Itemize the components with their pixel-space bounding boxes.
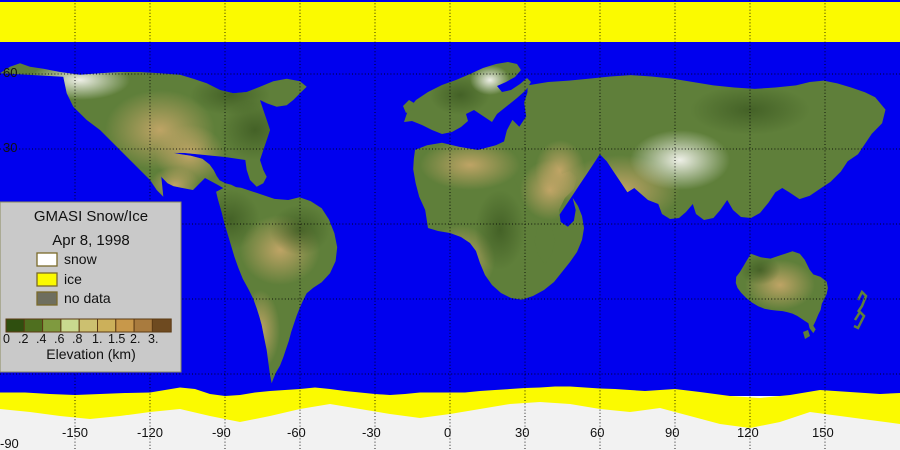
svg-text:60: 60 — [590, 425, 604, 440]
svg-text:no data: no data — [64, 290, 111, 306]
svg-text:GMASI Snow/Ice: GMASI Snow/Ice — [34, 208, 148, 225]
svg-text:60: 60 — [3, 65, 17, 80]
svg-text:-90: -90 — [0, 436, 19, 450]
svg-text:90: 90 — [665, 425, 679, 440]
svg-text:.6: .6 — [54, 332, 64, 346]
svg-text:.2: .2 — [18, 332, 28, 346]
svg-text:.8: .8 — [72, 332, 82, 346]
svg-text:1.: 1. — [92, 332, 102, 346]
svg-text:1.5: 1.5 — [108, 332, 125, 346]
svg-text:3.: 3. — [148, 332, 158, 346]
svg-text:120: 120 — [737, 425, 759, 440]
svg-text:30: 30 — [515, 425, 529, 440]
svg-text:-30: -30 — [362, 425, 381, 440]
svg-text:Elevation (km): Elevation (km) — [46, 346, 135, 362]
svg-text:-150: -150 — [62, 425, 88, 440]
svg-text:-120: -120 — [137, 425, 163, 440]
svg-text:-90: -90 — [212, 425, 231, 440]
svg-text:ice: ice — [64, 271, 82, 287]
svg-text:Apr 8, 1998: Apr 8, 1998 — [52, 232, 130, 249]
svg-text:-60: -60 — [287, 425, 306, 440]
svg-text:0: 0 — [444, 425, 451, 440]
svg-text:.4: .4 — [36, 332, 46, 346]
svg-text:0: 0 — [3, 332, 10, 346]
svg-text:30: 30 — [3, 140, 17, 155]
svg-text:150: 150 — [812, 425, 834, 440]
svg-text:2.: 2. — [130, 332, 140, 346]
svg-text:snow: snow — [64, 251, 98, 267]
